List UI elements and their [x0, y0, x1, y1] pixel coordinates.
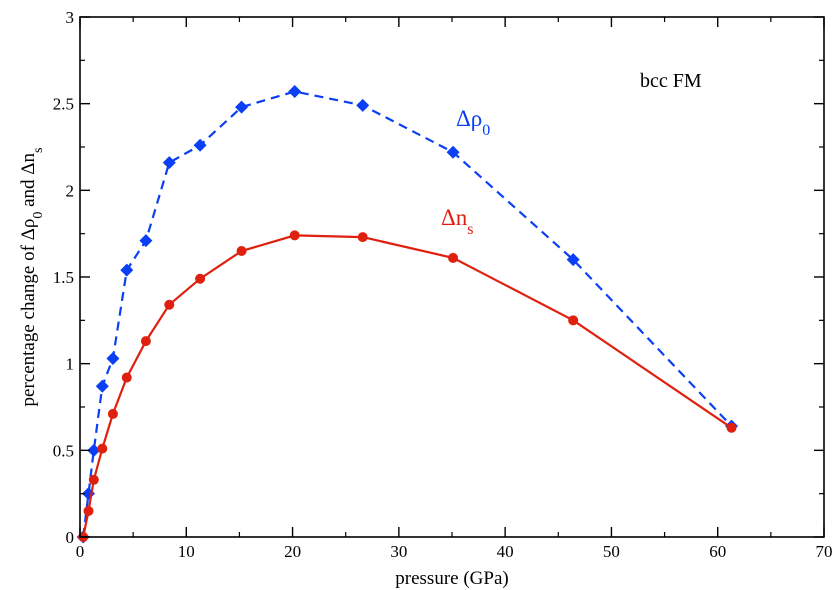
- y-tick-label: 2.5: [53, 95, 74, 114]
- series-0-point: [235, 100, 249, 114]
- series-1-line: [82, 234, 733, 538]
- series-1-point: [568, 315, 579, 326]
- series-0-point: [193, 138, 207, 152]
- y-tick-label: 0.5: [53, 441, 74, 460]
- series-1-point: [97, 443, 108, 454]
- series-1-point: [164, 299, 175, 310]
- x-tick-label: 70: [816, 542, 833, 561]
- y-axis-title-prefix: percentage change of Δρ: [18, 219, 39, 407]
- series-0-point: [120, 263, 134, 277]
- y-tick-label: 0: [66, 528, 75, 547]
- x-axis-title: pressure (GPa): [395, 568, 508, 589]
- series-label-delta-n-sub: s: [467, 221, 473, 238]
- series-1-point: [357, 232, 368, 243]
- y-tick-label: 1.5: [53, 268, 74, 287]
- y-tick-label: 3: [66, 8, 75, 27]
- series-1-point: [726, 422, 737, 433]
- x-tick-label: 30: [390, 542, 407, 561]
- y-tick-label: 2: [66, 181, 75, 200]
- y-axis-title: percentage change of Δρ0 and Δns: [18, 148, 46, 407]
- series-0-line: [82, 90, 733, 538]
- x-tick-label: 60: [709, 542, 726, 561]
- series-label-delta-n: Δns: [441, 205, 474, 238]
- x-tick-label: 0: [76, 542, 85, 561]
- series-0-point: [95, 379, 109, 393]
- series-label-delta-n-base: Δn: [441, 205, 468, 230]
- series-0-point: [87, 443, 101, 457]
- series-0-point: [288, 85, 302, 99]
- series-1-point: [140, 336, 151, 347]
- plot-frame: [79, 16, 825, 538]
- series-0-point: [106, 351, 120, 365]
- x-tick-label: 20: [284, 542, 301, 561]
- series-1-point: [236, 246, 247, 256]
- series-0-point: [162, 156, 176, 170]
- series-1-point: [107, 408, 118, 419]
- series-1-point: [88, 474, 99, 485]
- series-0-point: [139, 234, 153, 248]
- series-1-point: [195, 273, 206, 284]
- series-1-point: [289, 230, 300, 241]
- series-1-point: [448, 252, 459, 263]
- marks-layer: [76, 85, 739, 544]
- series-1-point: [83, 506, 94, 516]
- series-label-delta-rho-sub: 0: [482, 122, 490, 139]
- ticks-layer: 0 10 20 30 40 50 60 70 0 0.5 1 1.5 2 2.5 3: [53, 8, 833, 561]
- series-label-delta-rho-base: Δρ: [456, 106, 482, 131]
- y-axis-title-middle: and Δn: [18, 152, 39, 211]
- y-tick-label: 1: [66, 355, 75, 374]
- series-0-point: [356, 98, 370, 112]
- series-label-delta-rho: Δρ0: [456, 106, 490, 139]
- y-axis-title-sub1: 0: [31, 212, 46, 219]
- chart-annotation: bcc FM: [640, 70, 702, 92]
- x-tick-label: 40: [497, 542, 514, 561]
- series-1-point: [121, 372, 132, 383]
- x-tick-label: 50: [603, 542, 620, 561]
- x-tick-label: 10: [178, 542, 195, 561]
- series-0-point: [566, 253, 580, 267]
- series-0-point: [446, 145, 460, 159]
- y-axis-title-sub2: s: [31, 148, 46, 153]
